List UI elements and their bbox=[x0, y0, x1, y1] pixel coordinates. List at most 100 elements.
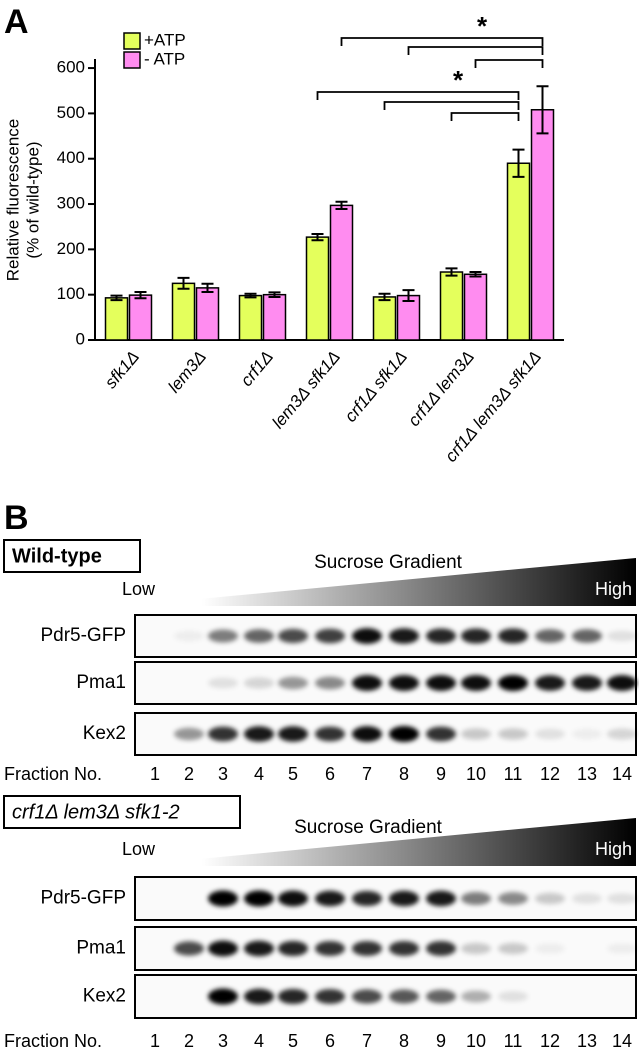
blot-band bbox=[389, 890, 419, 907]
legend-swatch bbox=[123, 51, 141, 69]
blot-band bbox=[278, 726, 308, 742]
strain-box bbox=[3, 539, 141, 573]
blot-band bbox=[244, 988, 274, 1005]
gradient-wedge bbox=[125, 558, 636, 606]
error-bar bbox=[177, 276, 190, 290]
strain-box bbox=[3, 795, 241, 829]
fraction-number: 10 bbox=[466, 764, 486, 784]
x-tick-label: lem3Δ bbox=[164, 347, 210, 396]
blot-band bbox=[244, 940, 274, 957]
bar bbox=[171, 282, 196, 341]
gradient-low: Low bbox=[122, 839, 156, 859]
blot-label: Kex2 bbox=[83, 986, 126, 1007]
significance-bracket bbox=[474, 59, 544, 68]
blot-band bbox=[315, 726, 345, 742]
fraction-number: 5 bbox=[288, 1031, 298, 1051]
fraction-number: 1 bbox=[150, 1031, 160, 1051]
blot-label: Pma1 bbox=[76, 672, 126, 693]
error-bar bbox=[110, 294, 123, 302]
x-tick-label: crf1Δ sfk1Δ bbox=[341, 347, 411, 425]
strain-label: crf1Δ lem3Δ sfk1-2 bbox=[12, 801, 180, 823]
blot-band bbox=[278, 676, 308, 690]
bar bbox=[463, 273, 488, 341]
fraction-number: 7 bbox=[362, 1031, 372, 1051]
blot-band bbox=[498, 628, 528, 644]
blot-band bbox=[426, 989, 456, 1004]
significance-bracket bbox=[383, 101, 520, 110]
blot-band bbox=[572, 629, 602, 643]
blot-band bbox=[498, 942, 528, 955]
bar bbox=[506, 162, 531, 341]
blot-band bbox=[535, 943, 565, 954]
bar bbox=[195, 287, 220, 341]
bar bbox=[329, 204, 354, 341]
error-bar bbox=[244, 292, 257, 299]
blot-band bbox=[572, 675, 602, 691]
gradient-high: High bbox=[595, 579, 632, 599]
blot-band bbox=[389, 726, 419, 742]
blot-band bbox=[389, 941, 419, 956]
error-bar bbox=[536, 85, 549, 135]
blot-band bbox=[607, 675, 637, 691]
fraction-label: Fraction No. bbox=[4, 1031, 102, 1051]
blot-band bbox=[208, 677, 238, 689]
fraction-number: 3 bbox=[218, 1031, 228, 1051]
y-tick-label: 500 bbox=[57, 103, 85, 122]
blot-label: Pdr5-GFP bbox=[40, 625, 126, 646]
error-bar bbox=[335, 200, 348, 211]
blot-band bbox=[535, 675, 565, 691]
fraction-number: 14 bbox=[612, 1031, 632, 1051]
strain-label: Wild-type bbox=[12, 545, 102, 567]
y-tick-label: 0 bbox=[76, 329, 85, 348]
significance-bracket bbox=[407, 46, 544, 55]
blot-band bbox=[352, 726, 382, 742]
legend-label: - ATP bbox=[144, 49, 185, 68]
fraction-number: 2 bbox=[184, 1031, 194, 1051]
blot-band bbox=[498, 728, 528, 740]
gradient-title: Sucrose Gradient bbox=[314, 552, 463, 573]
blot-band bbox=[426, 628, 456, 644]
blot-band bbox=[244, 629, 274, 643]
gradient-low: Low bbox=[122, 579, 156, 599]
fraction-number: 9 bbox=[436, 1031, 446, 1051]
fraction-number: 11 bbox=[504, 1031, 523, 1051]
x-tick-label: sfk1Δ bbox=[101, 347, 143, 392]
error-bar bbox=[311, 232, 324, 242]
blot-label: Kex2 bbox=[83, 723, 126, 744]
blot-band bbox=[208, 890, 238, 907]
blot-band bbox=[174, 630, 204, 642]
x-tick-label: crf1Δ bbox=[237, 347, 277, 390]
fraction-number: 4 bbox=[254, 764, 264, 784]
blot-band bbox=[535, 629, 565, 643]
bar bbox=[104, 297, 129, 341]
blot-band bbox=[498, 892, 528, 905]
bar bbox=[262, 293, 287, 341]
blot-band bbox=[278, 940, 308, 957]
fraction-number: 9 bbox=[436, 764, 446, 784]
error-bar bbox=[512, 148, 525, 178]
fraction-number: 5 bbox=[288, 764, 298, 784]
bar bbox=[530, 109, 555, 341]
error-bar bbox=[268, 291, 281, 298]
blot-label: Pdr5-GFP bbox=[40, 888, 126, 909]
blot-band bbox=[278, 890, 308, 907]
blot-band bbox=[461, 990, 491, 1003]
bar bbox=[396, 294, 421, 341]
blot-band bbox=[208, 629, 238, 643]
blot-band bbox=[208, 940, 238, 957]
blot-band bbox=[461, 628, 491, 644]
blot-band bbox=[389, 989, 419, 1004]
fraction-number: 14 bbox=[612, 764, 632, 784]
bar bbox=[439, 271, 464, 341]
bar bbox=[305, 236, 330, 341]
blot-band bbox=[174, 727, 204, 741]
blot-band bbox=[174, 941, 204, 956]
blot-band bbox=[352, 675, 382, 691]
blot-band bbox=[426, 726, 456, 742]
bar bbox=[372, 296, 397, 341]
blot-band bbox=[315, 890, 345, 907]
bar bbox=[238, 294, 263, 341]
blot-band bbox=[315, 989, 345, 1004]
blot-band bbox=[208, 988, 238, 1005]
